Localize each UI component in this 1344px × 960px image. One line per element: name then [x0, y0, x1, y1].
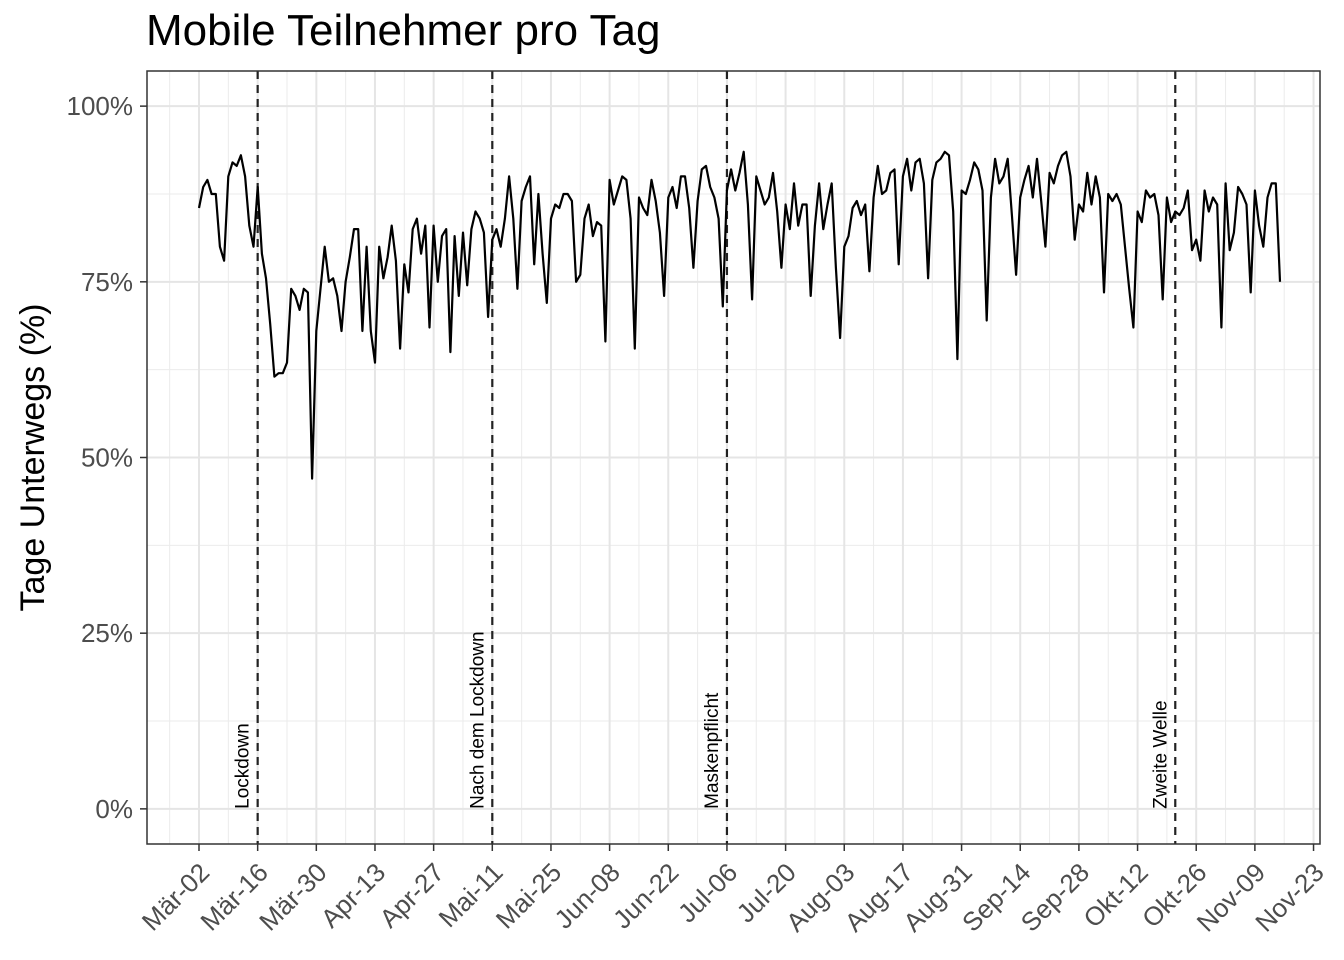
y-tick-label: 75%	[81, 267, 133, 297]
y-tick-label: 0%	[95, 794, 133, 824]
event-label: Zweite Welle	[1150, 700, 1171, 808]
x-tick-label: Mär-30	[253, 857, 332, 936]
series-layer	[197, 150, 1282, 480]
y-tick-label: 25%	[81, 618, 133, 648]
x-tick-label: Mai-25	[490, 857, 567, 934]
series-line	[197, 150, 1282, 480]
event-label: Nach dem Lockdown	[467, 631, 488, 808]
y-tick-label: 50%	[81, 443, 133, 473]
y-tick-label: 100%	[67, 91, 134, 121]
x-tick-label: Apr-27	[373, 857, 449, 933]
x-tick-label: Jun-08	[548, 857, 625, 934]
x-tick-label: Jun-22	[607, 857, 684, 934]
event-label: Lockdown	[233, 723, 254, 809]
chart-title: Mobile Teilnehmer pro Tag	[146, 6, 661, 55]
x-tick-label: Okt-12	[1077, 857, 1153, 933]
x-tick-label: Jul-06	[672, 857, 743, 928]
y-axis-label: Tage Unterwegs (%)	[14, 303, 52, 611]
axis-ticks	[140, 105, 1315, 851]
event-label: Maskenpflicht	[702, 692, 723, 809]
x-tick-label: Apr-13	[315, 857, 391, 933]
